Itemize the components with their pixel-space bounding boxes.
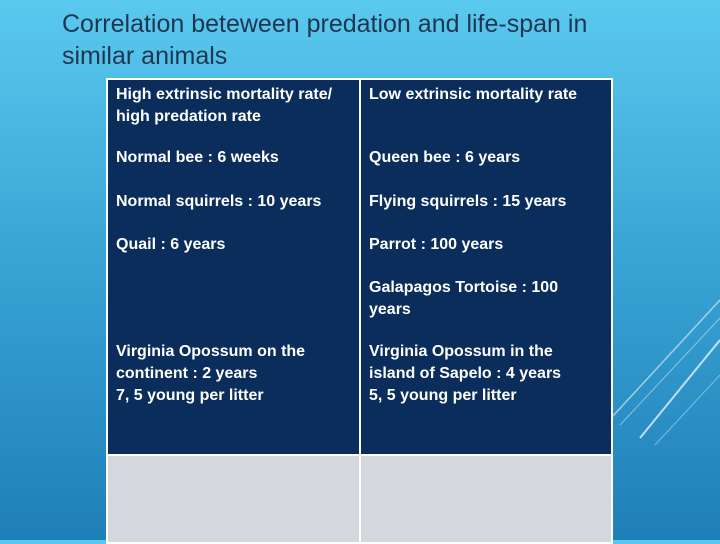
table-row: Virginia Opossum on the continent : 2 ye… xyxy=(106,337,613,456)
table-cell: Galapagos Tortoise : 100 years xyxy=(359,273,613,337)
table-cell: Low extrinsic mortality rate xyxy=(359,78,613,143)
table-row: Normal bee : 6 weeks Queen bee : 6 years xyxy=(106,143,613,187)
table-cell: Virginia Opossum on the continent : 2 ye… xyxy=(106,337,361,456)
table-cell: High extrinsic mortality rate/ high pred… xyxy=(106,78,361,143)
empty-cell xyxy=(359,454,613,544)
table-cell: Quail : 6 years xyxy=(106,230,361,273)
table-cell: Queen bee : 6 years xyxy=(359,143,613,187)
comparison-table: High extrinsic mortality rate/ high pred… xyxy=(106,78,613,544)
table-cell xyxy=(106,273,361,337)
table-row: Quail : 6 years Parrot : 100 years xyxy=(106,230,613,273)
table-row-empty xyxy=(106,454,613,544)
table-cell: Parrot : 100 years xyxy=(359,230,613,273)
table-row: Galapagos Tortoise : 100 years xyxy=(106,273,613,337)
table-row: Normal squirrels : 10 years Flying squir… xyxy=(106,187,613,230)
slide-title: Correlation beteween predation and life-… xyxy=(62,10,588,70)
empty-cell xyxy=(106,454,361,544)
table-row: High extrinsic mortality rate/ high pred… xyxy=(106,78,613,143)
table-cell: Normal bee : 6 weeks xyxy=(106,143,361,187)
table-cell: Flying squirrels : 15 years xyxy=(359,187,613,230)
table-cell: Virginia Opossum in the island of Sapelo… xyxy=(359,337,613,456)
table-cell: Normal squirrels : 10 years xyxy=(106,187,361,230)
